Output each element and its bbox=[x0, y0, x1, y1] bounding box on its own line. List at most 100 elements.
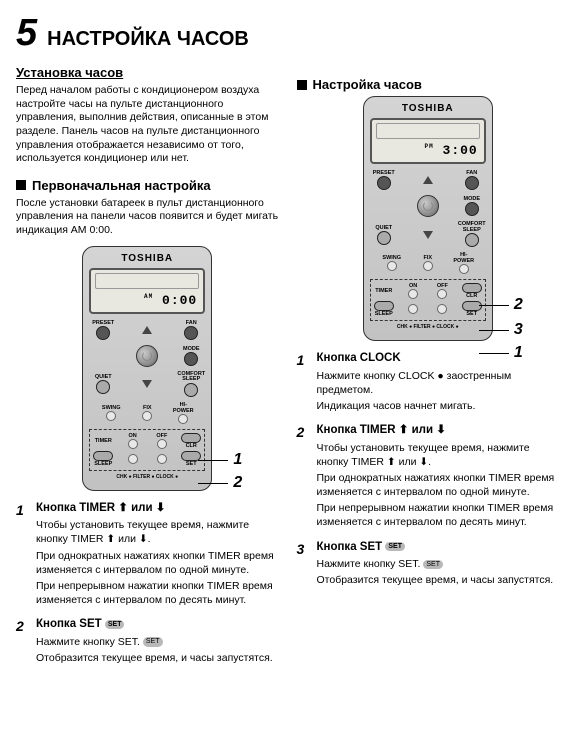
step-para: Нажмите кнопку CLOCK ● заостренным предм… bbox=[317, 369, 560, 397]
step-para: Чтобы установить текущее время, нажмите … bbox=[36, 518, 279, 546]
lcd-top-panel bbox=[95, 273, 199, 289]
left-intro: Перед началом работы с кондиционером воз… bbox=[16, 84, 279, 166]
label-hipower: HI-POWER bbox=[172, 402, 194, 414]
temp-down-icon bbox=[142, 380, 152, 388]
label-on: ON bbox=[122, 433, 144, 439]
on-button bbox=[128, 439, 138, 449]
footer-labels: CHK ● FILTER ● CLOCK ● bbox=[89, 474, 205, 480]
left-section-head: Первоначальная настройка bbox=[16, 178, 279, 193]
step-num: 1 bbox=[16, 501, 30, 610]
pm-label: PM bbox=[425, 143, 434, 150]
step-para: При непрерывном нажатии кнопки TIMER вре… bbox=[317, 501, 560, 529]
label-sleep: SLEEP bbox=[92, 461, 114, 467]
timer-up-button bbox=[437, 304, 447, 314]
label-fix: FIX bbox=[417, 255, 439, 261]
timer-down-button bbox=[408, 304, 418, 314]
step-num: 3 bbox=[297, 540, 311, 590]
fan-button bbox=[465, 176, 479, 190]
label-preset: PRESET bbox=[370, 170, 398, 176]
row-swing-fix-hipower: SWING FIX HI-POWER bbox=[89, 402, 205, 424]
label-timer: TIMER bbox=[92, 438, 114, 444]
label-fan: FAN bbox=[458, 170, 486, 176]
fan-button bbox=[184, 326, 198, 340]
row-quiet-comfort: QUIET COMFORT SLEEP bbox=[370, 222, 486, 247]
lcd-top-panel bbox=[376, 123, 480, 139]
label-mode: MODE bbox=[458, 196, 486, 202]
left-section-title: Первоначальная настройка bbox=[32, 178, 211, 193]
label-set: SET bbox=[461, 311, 483, 317]
callout-1: 1 bbox=[233, 451, 242, 469]
label-swing: SWING bbox=[381, 255, 403, 261]
step-para: Отобразится текущее время, и часы запуст… bbox=[317, 573, 560, 587]
hipower-button bbox=[178, 414, 188, 424]
remote-right-wrap: TOSHIBA PM 3:00 PRESET FAN MODE bbox=[333, 96, 523, 341]
step-para: При непрерывном нажатии кнопки TIMER вре… bbox=[36, 579, 279, 607]
callout-r1: 1 bbox=[514, 344, 523, 362]
label-sleep: SLEEP bbox=[373, 311, 395, 317]
step-para: При однократных нажатиях кнопки TIMER вр… bbox=[317, 471, 560, 499]
fix-button bbox=[423, 261, 433, 271]
left-column: Установка часов Перед началом работы с к… bbox=[16, 65, 279, 675]
clr-button bbox=[181, 433, 201, 443]
step-num: 2 bbox=[16, 617, 30, 667]
footer-labels: CHK ● FILTER ● CLOCK ● bbox=[370, 324, 486, 330]
label-swing: SWING bbox=[100, 405, 122, 411]
two-columns: Установка часов Перед началом работы с к… bbox=[16, 65, 559, 675]
callout-r3: 3 bbox=[514, 321, 523, 339]
right-section-head: Настройка часов bbox=[297, 77, 560, 92]
quiet-button bbox=[96, 380, 110, 394]
step-para: Нажмите кнопку SET. SET bbox=[36, 635, 279, 649]
label-quiet: QUIET bbox=[89, 374, 117, 380]
set-icon: SET bbox=[423, 560, 443, 569]
set-icon: SET bbox=[385, 542, 405, 551]
temp-down-icon bbox=[423, 231, 433, 239]
row-preset-fan: PRESET FAN bbox=[89, 320, 205, 340]
step-para: При однократных нажатиях кнопки TIMER вр… bbox=[36, 549, 279, 577]
set-icon: SET bbox=[143, 637, 163, 646]
left-subtitle: Установка часов bbox=[16, 65, 279, 80]
preset-button bbox=[377, 176, 391, 190]
remote-brand: TOSHIBA bbox=[370, 103, 486, 114]
label-quiet: QUIET bbox=[370, 225, 398, 231]
step-para: Нажмите кнопку SET. SET bbox=[317, 557, 560, 571]
timer-box: TIMER ON OFF CLR SLEEP SET bbox=[370, 279, 486, 321]
row-quiet-comfort: QUIET COMFORT SLEEP bbox=[89, 372, 205, 397]
row-swing-fix-hipower: SWING FIX HI-POWER bbox=[370, 252, 486, 274]
row-power-mode: MODE bbox=[370, 195, 486, 217]
page: 5 НАСТРОЙКА ЧАСОВ Установка часов Перед … bbox=[0, 0, 575, 687]
label-comfort: COMFORT SLEEP bbox=[177, 372, 205, 383]
callout-2: 2 bbox=[233, 474, 242, 492]
remote-left: TOSHIBA AM 0:00 PRESET FAN MODE bbox=[82, 246, 212, 491]
label-clr: CLR bbox=[461, 293, 483, 299]
label-comfort: COMFORT SLEEP bbox=[458, 222, 486, 233]
label-timer: TIMER bbox=[373, 288, 395, 294]
step-title: Кнопка SET SET bbox=[317, 540, 560, 556]
swing-button bbox=[106, 411, 116, 421]
remote-lcd: AM 0:00 bbox=[89, 268, 205, 314]
step-num: 1 bbox=[297, 351, 311, 415]
sleep-button bbox=[374, 301, 394, 311]
sleep-button bbox=[93, 451, 113, 461]
power-button bbox=[417, 195, 439, 217]
step-title: Кнопка SET SET bbox=[36, 617, 279, 633]
hipower-button bbox=[459, 264, 469, 274]
chapter-title: НАСТРОЙКА ЧАСОВ bbox=[47, 28, 249, 51]
label-off: OFF bbox=[431, 283, 453, 289]
label-preset: PRESET bbox=[89, 320, 117, 326]
off-button bbox=[437, 289, 447, 299]
timer-up-button bbox=[157, 454, 167, 464]
fix-button bbox=[142, 411, 152, 421]
swing-button bbox=[387, 261, 397, 271]
step-title: Кнопка TIMER ⬆ или ⬇ bbox=[36, 501, 279, 517]
label-on: ON bbox=[402, 283, 424, 289]
label-mode: MODE bbox=[177, 346, 205, 352]
step-para: Индикация часов начнет мигать. bbox=[317, 399, 560, 413]
chapter-header: 5 НАСТРОЙКА ЧАСОВ bbox=[16, 12, 559, 55]
temp-up-icon bbox=[142, 326, 152, 334]
row-preset-fan: PRESET FAN bbox=[370, 170, 486, 190]
temp-up-icon bbox=[423, 176, 433, 184]
mode-button bbox=[465, 202, 479, 216]
label-set: SET bbox=[180, 461, 202, 467]
mode-button bbox=[184, 352, 198, 366]
step-num: 2 bbox=[297, 423, 311, 532]
